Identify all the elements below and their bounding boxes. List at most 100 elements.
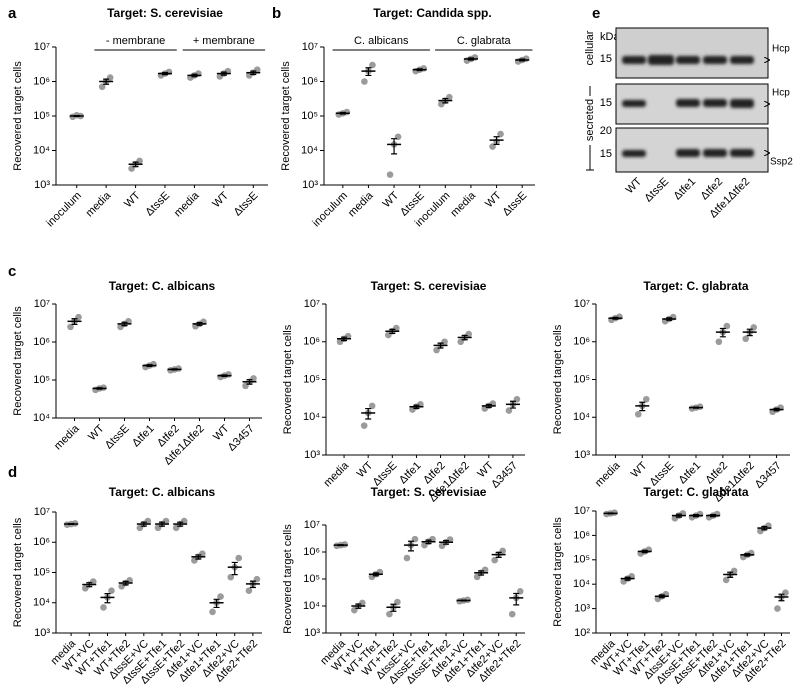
data-point [100, 604, 107, 611]
y-tick-label: 10⁶ [33, 536, 50, 548]
data-point [98, 83, 106, 91]
error-bar [391, 138, 398, 155]
x-tick-label: ΔtssE [501, 190, 530, 219]
x-tick-label: WT [629, 459, 650, 480]
lane-label: ΔtssE [642, 176, 671, 205]
protein-label: Hcp [772, 88, 790, 99]
x-tick-label: media [593, 459, 623, 489]
marker-label: 20 [600, 125, 612, 137]
x-tick-label: media [172, 189, 202, 219]
chart-title: Target: Candida spp. [373, 6, 491, 20]
y-tick-label: 10⁶ [573, 336, 590, 348]
y-tick-label: 10⁵ [33, 566, 50, 578]
data-point [245, 587, 253, 595]
data-point [217, 593, 224, 600]
y-tick-label: 10⁶ [303, 546, 320, 558]
y-tick-label: 10³ [574, 449, 590, 461]
protein-label: Ssp2 [770, 157, 793, 168]
error-bar [407, 540, 414, 552]
chart: b Target: Candida spp. Recovered target ce… [272, 5, 535, 229]
y-tick-label: 10⁷ [304, 519, 320, 531]
x-tick-label: WT [122, 189, 143, 210]
data-point [250, 375, 257, 382]
panel-letter: d [8, 464, 17, 481]
y-tick-label: 10⁴ [573, 578, 590, 590]
x-tick-label: media [448, 189, 478, 219]
y-axis-label: Recovered target cells [12, 306, 24, 416]
x-tick-label: ΔtssE [232, 190, 261, 219]
x-tick-label: Δtfe1 [677, 460, 704, 487]
y-axis-label: Recovered target cells [282, 524, 294, 634]
y-tick-label: 10⁷ [34, 41, 50, 53]
data-point [125, 318, 132, 325]
data-point [108, 587, 115, 595]
y-tick-label: 10⁴ [33, 597, 50, 609]
data-point [499, 547, 506, 555]
x-tick-label: media [52, 422, 82, 452]
data-point [465, 330, 472, 338]
y-axis-label: Recovered target cells [12, 517, 24, 627]
data-point [67, 323, 74, 331]
y-tick-label: 10⁵ [301, 110, 318, 122]
data-point [497, 130, 504, 138]
x-tick-label: ΔtssE [648, 460, 677, 489]
chart: Target: S. cerevisiae Recovered target ce… [282, 485, 525, 687]
data-point [199, 550, 206, 557]
section-label: secreted [584, 99, 596, 141]
data-point [417, 401, 424, 408]
data-point [723, 322, 731, 330]
data-point [393, 324, 400, 332]
x-tick-label: inoculum [44, 190, 84, 230]
lane-label: WT [624, 175, 645, 196]
chart: Target: C. glabrata Recovered target cell… [552, 485, 790, 687]
panel-letter: b [272, 5, 281, 22]
x-tick-label: Δtfe1 [397, 460, 424, 487]
x-tick-label: Δtfe1 [130, 423, 157, 450]
x-tick-label: ΔtssE [143, 190, 172, 219]
group-label: C. albicans [354, 35, 409, 47]
data-point [715, 338, 723, 346]
x-tick-label: ΔtssE [103, 423, 132, 452]
y-tick-label: 10³ [34, 627, 50, 639]
marker-label: 15 [600, 148, 612, 160]
data-point [634, 410, 642, 418]
marker-label: 15 [600, 97, 612, 109]
y-tick-label: 10⁷ [302, 41, 318, 53]
y-tick-label: 10⁴ [301, 144, 318, 156]
y-axis-label: Recovered target cells [12, 61, 24, 171]
lane-label: Δtfe1 [672, 176, 699, 203]
data-point [386, 171, 394, 178]
y-tick-label: 10⁴ [33, 412, 50, 424]
y-tick-label: 10⁴ [33, 144, 50, 156]
chart-title: Target: S. cerevisiae [107, 6, 223, 20]
error-bar [513, 592, 520, 606]
panel-letter: c [8, 263, 16, 280]
data-point [360, 422, 368, 429]
y-tick-label: 10⁶ [573, 529, 590, 541]
data-point [403, 554, 411, 562]
x-tick-label: WT [86, 422, 107, 443]
group-label: C. glabrata [457, 35, 512, 47]
x-tick-label: WT [210, 189, 231, 210]
panel-letter: a [8, 5, 17, 22]
y-tick-label: 10⁶ [303, 336, 320, 348]
x-tick-label: WT [381, 189, 402, 210]
y-tick-label: 10⁴ [303, 411, 320, 423]
y-tick-label: 10³ [34, 179, 50, 191]
y-tick-label: 10⁴ [573, 411, 590, 423]
chart-title: Target: S. cerevisiae [371, 279, 487, 293]
error-bar [231, 561, 238, 576]
chart-title: Target: S. cerevisiae [371, 485, 487, 499]
y-tick-label: 10⁷ [304, 298, 320, 310]
marker-label: 15 [600, 53, 612, 65]
y-axis-label: Recovered target cells [282, 324, 294, 434]
western-blot: e kDa 15 15 20 15 cellular secreted Hcp … [584, 5, 793, 173]
y-tick-label: 10³ [304, 627, 320, 639]
x-tick-label: media [84, 189, 114, 219]
y-tick-label: 10⁵ [303, 573, 320, 585]
y-tick-label: 10⁷ [574, 298, 590, 310]
y-axis-label: Recovered target cells [552, 517, 564, 627]
y-tick-label: 10⁷ [34, 298, 50, 310]
chart: c Target: C. albicans Recovered target cel… [8, 263, 262, 468]
